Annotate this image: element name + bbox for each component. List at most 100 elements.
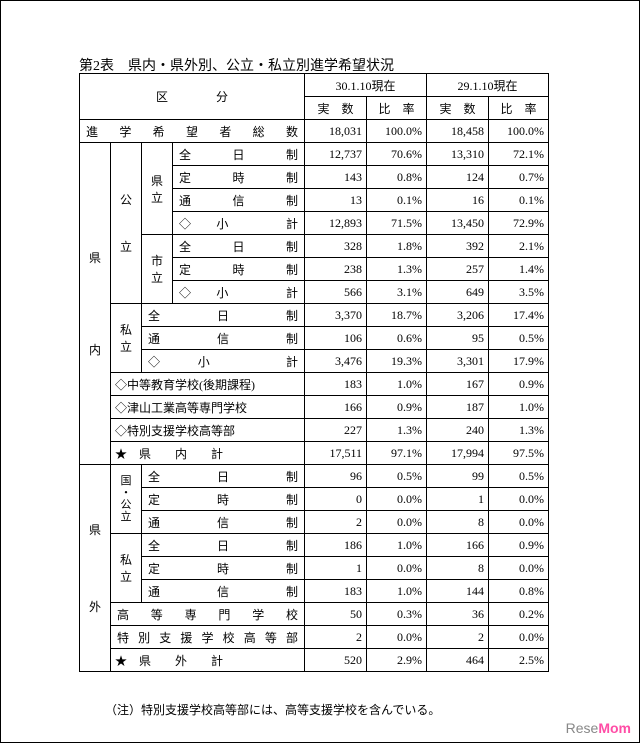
- hdr-kubun: 区 分: [80, 74, 305, 120]
- cell: 238: [305, 258, 367, 281]
- cell: 227: [305, 419, 367, 442]
- cell: 3,301: [427, 350, 489, 373]
- cell: 0.9%: [489, 534, 549, 557]
- cell: 18.7%: [367, 304, 427, 327]
- row-total-label: 進 学 希 望 者 総 数: [80, 120, 305, 143]
- cell: 17.4%: [489, 304, 549, 327]
- cell: 0.0%: [367, 626, 427, 649]
- cell: 1.4%: [489, 258, 549, 281]
- cell: 0.2%: [489, 603, 549, 626]
- cell: 99: [427, 465, 489, 488]
- cell: 0.1%: [367, 189, 427, 212]
- cell: 167: [427, 373, 489, 396]
- cell: 97.1%: [367, 442, 427, 465]
- row-label: ◇特別支援学校高等部: [111, 419, 305, 442]
- cell: 50: [305, 603, 367, 626]
- cell: 13,310: [427, 143, 489, 166]
- row-label: ◇ 小 計: [173, 281, 305, 304]
- cell: 2.1%: [489, 235, 549, 258]
- cell: 3,476: [305, 350, 367, 373]
- row-label: 定 時 制: [142, 557, 305, 580]
- table-row: 特 別 支 援 学 校 高 等 部 20.0%20.0%: [80, 626, 549, 649]
- cell: 12,737: [305, 143, 367, 166]
- cell: 0.9%: [489, 373, 549, 396]
- cell: 143: [305, 166, 367, 189]
- row-label: 通 信 制: [142, 580, 305, 603]
- cell: 0.0%: [489, 557, 549, 580]
- cell: 0.0%: [489, 511, 549, 534]
- cell: 2: [305, 511, 367, 534]
- hdr-period1: 30.1.10現在: [305, 74, 427, 97]
- kouritsu-label: 公立: [111, 143, 142, 304]
- cell: 8: [427, 511, 489, 534]
- table-row: 進 学 希 望 者 総 数 18,031 100.0% 18,458 100.0…: [80, 120, 549, 143]
- cell: 464: [427, 649, 489, 672]
- row-label: 通 信 制: [173, 189, 305, 212]
- table-row: ◇特別支援学校高等部 2271.3%2401.3%: [80, 419, 549, 442]
- private-label: 私立: [111, 304, 142, 373]
- table-row: ◇津山工業高等専門学校 1660.9%1871.0%: [80, 396, 549, 419]
- row-label: 通 信 制: [142, 327, 305, 350]
- row-label: 全 日 制: [173, 143, 305, 166]
- cell: 3,370: [305, 304, 367, 327]
- cell: 0.5%: [489, 465, 549, 488]
- cell: 0.0%: [367, 488, 427, 511]
- row-label: 全 日 制: [142, 534, 305, 557]
- cell: 18,031: [305, 120, 367, 143]
- cell: 0.5%: [367, 465, 427, 488]
- cell: 0.3%: [367, 603, 427, 626]
- shiritsu-label: 市立: [142, 235, 173, 304]
- cell: 183: [305, 580, 367, 603]
- cell: 0.1%: [489, 189, 549, 212]
- cell: 97.5%: [489, 442, 549, 465]
- cell: 1.0%: [489, 396, 549, 419]
- cell: 166: [427, 534, 489, 557]
- cell: 183: [305, 373, 367, 396]
- cell: 2.9%: [367, 649, 427, 672]
- page-frame: 第2表 県内・県外別、公立・私立別進学希望状況 区 分 30.1.10現在 29…: [0, 0, 640, 743]
- main-table: 区 分 30.1.10現在 29.1.10現在 実 数 比 率 実 数 比 率 …: [79, 73, 549, 672]
- row-label: 全 日 制: [142, 465, 305, 488]
- kenritsu-label: 県立: [142, 143, 173, 235]
- row-label: ◇ 小 計: [173, 212, 305, 235]
- cell: 144: [427, 580, 489, 603]
- table-row: ◇中等教育学校(後期課程) 1831.0%1670.9%: [80, 373, 549, 396]
- cell: 1.8%: [367, 235, 427, 258]
- cell: 1: [427, 488, 489, 511]
- cell: 186: [305, 534, 367, 557]
- kennai-label: 県県内内: [80, 143, 111, 465]
- hdr-jissu: 実 数: [305, 97, 367, 120]
- cell: 1.3%: [367, 258, 427, 281]
- table-row: 私立 全 日 制 1861.0%1660.9%: [80, 534, 549, 557]
- cell: 166: [305, 396, 367, 419]
- row-label: ◇津山工業高等専門学校: [111, 396, 305, 419]
- cell: 18,458: [427, 120, 489, 143]
- table-row: 私立 全 日 制 3,37018.7%3,20617.4%: [80, 304, 549, 327]
- table-row: 県外 国・公立 全 日 制 960.5%990.5%: [80, 465, 549, 488]
- cell: 17,994: [427, 442, 489, 465]
- cell: 0.8%: [367, 166, 427, 189]
- cell: 3.1%: [367, 281, 427, 304]
- cell: 1.0%: [367, 373, 427, 396]
- cell: 100.0%: [367, 120, 427, 143]
- cell: 8: [427, 557, 489, 580]
- cell: 70.6%: [367, 143, 427, 166]
- cell: 392: [427, 235, 489, 258]
- cell: 328: [305, 235, 367, 258]
- table-row: ★ 県 内 計 17,51197.1%17,99497.5%: [80, 442, 549, 465]
- table-row: ◇ 小 計 3,47619.3%3,30117.9%: [80, 350, 549, 373]
- cell: 13,450: [427, 212, 489, 235]
- hdr-period2: 29.1.10現在: [427, 74, 549, 97]
- cell: 0.7%: [489, 166, 549, 189]
- cell: 0.6%: [367, 327, 427, 350]
- cell: 72.9%: [489, 212, 549, 235]
- kengai-label: 県外: [80, 465, 111, 672]
- cell: 13: [305, 189, 367, 212]
- cell: 3.5%: [489, 281, 549, 304]
- table-row: 通 信 制 1060.6%950.5%: [80, 327, 549, 350]
- cell: 0.5%: [489, 327, 549, 350]
- cell: 2: [427, 626, 489, 649]
- cell: 17,511: [305, 442, 367, 465]
- row-label: 通 信 制: [142, 511, 305, 534]
- cell: 1.3%: [367, 419, 427, 442]
